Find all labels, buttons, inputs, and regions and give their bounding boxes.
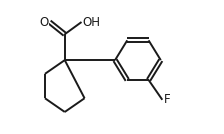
Text: F: F bbox=[164, 93, 170, 106]
Text: O: O bbox=[39, 16, 49, 29]
Text: OH: OH bbox=[82, 16, 100, 29]
